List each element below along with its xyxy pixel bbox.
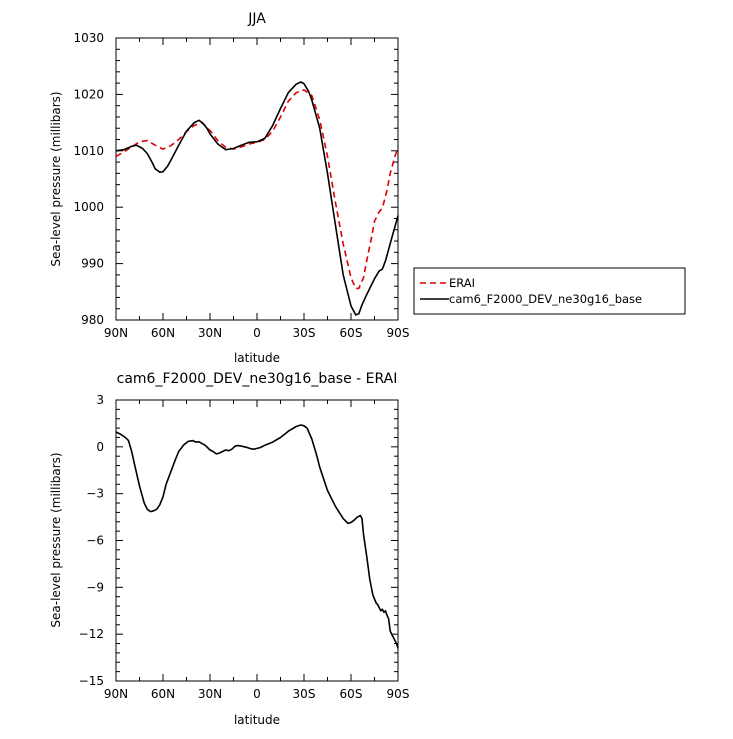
top-x-tick-label: 30S (293, 326, 316, 340)
legend-label: ERAI (449, 276, 475, 290)
bottom-y-tick-label: −12 (79, 627, 104, 641)
legend-label: cam6_F2000_DEV_ne30g16_base (449, 292, 642, 306)
top-x-tick-label: 30N (198, 326, 222, 340)
bottom-plot-title: cam6_F2000_DEV_ne30g16_base - ERAI (117, 371, 398, 387)
top-y-tick-label: 1020 (73, 87, 104, 101)
top-x-tick-label: 0 (253, 326, 261, 340)
bottom-y-tick-label: −3 (86, 487, 104, 501)
top-plot-y-axis-label: Sea-level pressure (millibars) (49, 91, 63, 266)
top-plot-title: JJA (247, 11, 266, 27)
bottom-x-tick-label: 90N (104, 687, 128, 701)
legend-box (413, 267, 686, 315)
legend: ERAI cam6_F2000_DEV_ne30g16_base (413, 267, 686, 315)
top-plot-x-axis-label: latitude (234, 351, 280, 365)
bottom-x-tick-label: 60S (340, 687, 363, 701)
bottom-plot-x-axis-label: latitude (234, 713, 280, 727)
top-plot-frame (115, 37, 399, 321)
bottom-y-tick-label: 3 (96, 393, 104, 407)
bottom-x-tick-label: 90S (387, 687, 410, 701)
bottom-x-tick-label: 60N (151, 687, 175, 701)
top-x-tick-label: 60S (340, 326, 363, 340)
top-y-tick-label: 980 (81, 313, 104, 327)
top-y-tick-label: 1030 (73, 31, 104, 45)
bottom-y-tick-label: 0 (96, 440, 104, 454)
top-series-line-cam6-f2000-dev-ne30g16-base (115, 81, 399, 316)
bottom-plot-panel: cam6_F2000_DEV_ne30g16_base - ERAI latit… (49, 371, 409, 727)
top-x-tick-label: 90N (104, 326, 128, 340)
bottom-y-tick-label: −15 (79, 674, 104, 688)
bottom-y-tick-label: −9 (86, 580, 104, 594)
bottom-y-tick-label: −6 (86, 534, 104, 548)
top-series-line-erai (115, 89, 399, 290)
bottom-x-tick-label: 30N (198, 687, 222, 701)
top-plot-panel: JJA latitude Sea-level pressure (milliba… (49, 11, 409, 365)
top-y-tick-label: 1010 (73, 144, 104, 158)
top-y-tick-label: 1000 (73, 200, 104, 214)
top-x-tick-label: 90S (387, 326, 410, 340)
bottom-plot-frame (115, 399, 399, 682)
bottom-x-tick-label: 30S (293, 687, 316, 701)
bottom-plot-y-axis-label: Sea-level pressure (millibars) (49, 452, 63, 627)
top-y-tick-label: 990 (81, 257, 104, 271)
top-x-tick-label: 60N (151, 326, 175, 340)
bottom-x-tick-label: 0 (253, 687, 261, 701)
bottom-series-line-difference (115, 424, 399, 649)
